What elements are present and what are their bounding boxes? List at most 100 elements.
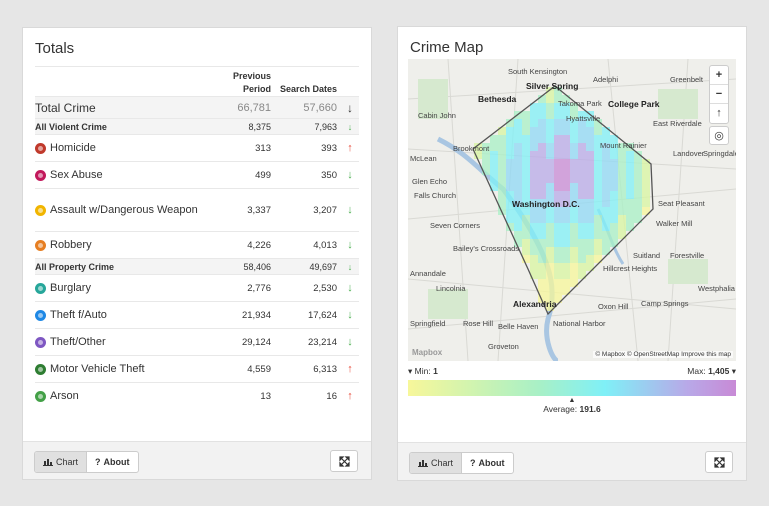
map-place-label: Greenbelt bbox=[670, 75, 703, 84]
arrow-down-icon: ↓ bbox=[341, 188, 359, 232]
row-label: Robbery bbox=[35, 238, 215, 253]
heatmap-cell bbox=[578, 111, 586, 119]
heatmap-cell bbox=[538, 255, 546, 263]
heatmap-cell bbox=[490, 175, 498, 183]
map-place-label: Adelphi bbox=[593, 75, 619, 84]
heatmap-cell bbox=[570, 119, 578, 127]
row-label: Theft/Other bbox=[35, 335, 215, 350]
zoom-out-button[interactable]: − bbox=[710, 85, 728, 104]
heatmap-cell bbox=[618, 231, 626, 239]
heatmap-cell bbox=[530, 271, 538, 279]
heatmap-cell bbox=[578, 191, 586, 199]
heatmap-cell bbox=[514, 159, 522, 167]
previous-value: 499 bbox=[215, 161, 275, 189]
table-row: Assault w/Dangerous Weapon 3,337 3,207 ↓ bbox=[35, 188, 359, 232]
expand-button[interactable] bbox=[330, 450, 358, 472]
table-row: Theft/Other 29,124 23,214 ↓ bbox=[35, 328, 359, 356]
heatmap-cell bbox=[554, 255, 562, 263]
heatmap-cell bbox=[522, 191, 530, 199]
heatmap-cell bbox=[506, 119, 514, 127]
arson-icon bbox=[35, 390, 46, 402]
heatmap-cell bbox=[554, 271, 562, 279]
map-place-label: Hyattsville bbox=[566, 114, 601, 123]
heatmap-cell bbox=[610, 215, 618, 223]
heatmap-cell bbox=[538, 167, 546, 175]
heatmap-cell bbox=[610, 167, 618, 175]
chart-button[interactable]: Chart bbox=[35, 452, 88, 472]
arrow-up-icon: ↑ bbox=[341, 355, 359, 383]
row-label: Total Crime bbox=[35, 96, 215, 119]
heatmap-cell bbox=[498, 167, 506, 175]
previous-value: 313 bbox=[215, 134, 275, 162]
row-label: Assault w/Dangerous Weapon bbox=[35, 203, 215, 218]
mapbox-logo[interactable]: Mapbox bbox=[412, 348, 443, 357]
heatmap-cell bbox=[554, 95, 562, 103]
heatmap-cell bbox=[578, 215, 586, 223]
about-button[interactable]: ? About bbox=[87, 452, 138, 472]
heatmap-cell bbox=[498, 183, 506, 191]
heatmap-cell bbox=[570, 231, 578, 239]
bar-chart-icon bbox=[418, 460, 428, 467]
heatmap-cell bbox=[610, 239, 618, 247]
heatmap-cell bbox=[642, 191, 650, 199]
heatmap-cell bbox=[610, 151, 618, 159]
heatmap-cell bbox=[634, 199, 642, 207]
heatmap-cell bbox=[546, 183, 554, 191]
heatmap-cell bbox=[586, 119, 594, 127]
legend-min[interactable]: ▾ Min: 1 bbox=[408, 366, 438, 376]
map-expand-button[interactable] bbox=[705, 451, 733, 473]
heatmap-cell bbox=[490, 183, 498, 191]
map-chart-button[interactable]: Chart bbox=[410, 453, 463, 473]
previous-value: 13 bbox=[215, 382, 275, 410]
heatmap-cell bbox=[490, 143, 498, 151]
heatmap-cell bbox=[602, 159, 610, 167]
heatmap-cell bbox=[602, 199, 610, 207]
heatmap-cell bbox=[634, 215, 642, 223]
heatmap-cell bbox=[546, 255, 554, 263]
heatmap-cell bbox=[514, 239, 522, 247]
heatmap-cell bbox=[578, 175, 586, 183]
map-place-label: National Harbor bbox=[553, 319, 606, 328]
heatmap-cell bbox=[506, 191, 514, 199]
map-place-label: Walker Mill bbox=[656, 219, 693, 228]
heatmap-cell bbox=[610, 159, 618, 167]
heatmap-cell bbox=[554, 127, 562, 135]
heatmap-cell bbox=[602, 239, 610, 247]
geolocate-button[interactable]: ◎ bbox=[709, 126, 729, 145]
heatmap-cell bbox=[554, 247, 562, 255]
compass-button[interactable]: ↑ bbox=[716, 107, 722, 119]
theft-auto-icon bbox=[35, 309, 46, 321]
heatmap-cell bbox=[498, 191, 506, 199]
heatmap-cell bbox=[506, 143, 514, 151]
question-icon: ? bbox=[95, 457, 101, 467]
zoom-in-button[interactable]: + bbox=[710, 66, 728, 85]
heatmap-cell bbox=[554, 199, 562, 207]
map-canvas[interactable]: South Kensington Silver Spring Adelphi Gree… bbox=[408, 59, 736, 361]
heatmap-cell bbox=[530, 119, 538, 127]
heatmap-cell bbox=[610, 183, 618, 191]
map-attribution[interactable]: © Mapbox © OpenStreetMap Improve this ma… bbox=[593, 351, 733, 358]
heatmap-cell bbox=[522, 199, 530, 207]
heatmap-cell bbox=[586, 143, 594, 151]
map-place-label: Landover bbox=[673, 149, 705, 158]
heatmap-cell bbox=[538, 159, 546, 167]
heatmap-cell bbox=[498, 135, 506, 143]
heatmap-cell bbox=[506, 167, 514, 175]
legend-max[interactable]: Max: 1,405 ▾ bbox=[687, 366, 736, 376]
map-legend: ▾ Min: 1 Max: 1,405 ▾ ▲ Average: 191.6 bbox=[408, 366, 736, 414]
heatmap-cell bbox=[546, 159, 554, 167]
map-place-label: Brookmont bbox=[453, 144, 490, 153]
map-about-button[interactable]: ? About bbox=[462, 453, 513, 473]
heatmap-cell bbox=[538, 207, 546, 215]
heatmap-cell bbox=[474, 151, 482, 159]
table-row: Theft f/Auto 21,934 17,624 ↓ bbox=[35, 301, 359, 329]
heatmap-cell bbox=[546, 247, 554, 255]
heatmap-cell bbox=[514, 215, 522, 223]
heatmap-cell bbox=[482, 151, 490, 159]
heatmap-cell bbox=[570, 143, 578, 151]
heatmap-cell bbox=[546, 239, 554, 247]
caret-down-icon: ▾ bbox=[408, 366, 415, 376]
heatmap-cell bbox=[570, 183, 578, 191]
heatmap-cell bbox=[506, 159, 514, 167]
heatmap-cell bbox=[554, 263, 562, 271]
